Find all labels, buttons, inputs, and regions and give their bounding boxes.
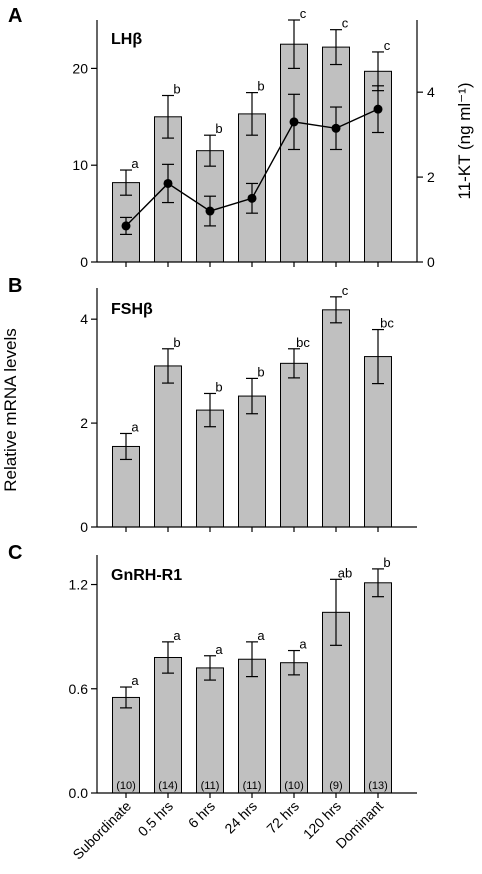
significance-label-4: bc [296, 335, 310, 350]
significance-label-3: b [257, 364, 264, 379]
category-label-4: 72 hrs [263, 798, 302, 837]
significance-label-6: b [383, 555, 390, 570]
significance-label-3: b [257, 79, 264, 94]
secondary-y-tick-label-2: 4 [427, 84, 435, 100]
significance-label-5: ab [338, 565, 352, 580]
bar-3 [238, 658, 266, 794]
y-tick-label-1: 2 [80, 415, 88, 431]
sample-size-label-1: (14) [158, 780, 178, 792]
bar-5 [322, 46, 350, 263]
significance-label-1: a [173, 628, 181, 643]
bar-4 [280, 662, 308, 794]
y-tick-label-0: 0.0 [69, 785, 89, 801]
kt-point-2 [205, 206, 215, 216]
bar-5 [322, 309, 350, 528]
significance-label-0: a [131, 156, 139, 171]
significance-label-0: a [131, 419, 139, 434]
bar-2 [196, 667, 224, 794]
panel-letter: C [8, 542, 22, 564]
significance-label-1: b [173, 335, 180, 350]
sample-size-label-5: (9) [329, 780, 342, 792]
category-label-1: 0.5 hrs [135, 798, 177, 840]
bar-6 [364, 356, 392, 528]
kt-point-6 [373, 104, 383, 114]
significance-label-2: b [215, 379, 222, 394]
kt-point-3 [247, 193, 257, 203]
bar-0 [112, 696, 140, 794]
y-tick-label-1: 0.6 [69, 681, 89, 697]
significance-label-0: a [131, 673, 139, 688]
sample-size-label-4: (10) [284, 780, 304, 792]
panel-b: a b b b bc c bc 0 2 4 B FSHβ [8, 275, 417, 535]
significance-label-6: bc [380, 316, 394, 331]
secondary-y-tick-label-1: 2 [427, 169, 435, 185]
secondary-y-axis-title: 11-KT (ng ml⁻¹) [455, 83, 474, 200]
bar-4 [280, 43, 308, 263]
secondary-y-tick-label-0: 0 [427, 254, 435, 270]
bar-1 [154, 656, 182, 794]
panel-title: GnRH-R1 [111, 567, 182, 584]
significance-label-4: c [300, 6, 307, 21]
y-tick-label-0: 0 [80, 254, 88, 270]
kt-point-4 [289, 117, 299, 127]
sample-size-label-2: (11) [201, 780, 220, 792]
y-tick-label-2: 20 [72, 60, 88, 76]
significance-label-2: b [215, 121, 222, 136]
kt-point-0 [121, 221, 131, 231]
significance-label-1: b [173, 82, 180, 97]
significance-label-5: c [342, 283, 349, 298]
y-tick-label-2: 1.2 [69, 577, 89, 593]
panel-a: a b b b c c c 0 10 20 A LHβ 0 2 4 11-KT (ng ml⁻¹) [8, 5, 474, 270]
bar-6 [364, 582, 392, 794]
y-tick-label-1: 10 [72, 157, 88, 173]
panel-letter: B [8, 275, 22, 297]
significance-label-4: a [299, 637, 307, 652]
kt-point-5 [331, 123, 341, 133]
kt-point-1 [163, 178, 173, 188]
significance-label-6: c [384, 38, 391, 53]
bar-3 [238, 395, 266, 528]
significance-label-5: c [342, 16, 349, 31]
category-label-2: 6 hrs [185, 798, 218, 831]
significance-label-3: a [257, 628, 265, 643]
bar-1 [154, 365, 182, 528]
panel-letter: A [8, 5, 22, 27]
bar-2 [196, 409, 224, 528]
panel-title: FSHβ [111, 301, 153, 318]
sample-size-label-6: (13) [368, 780, 388, 792]
y-tick-label-2: 4 [80, 311, 88, 327]
sample-size-label-3: (11) [243, 780, 262, 792]
y-tick-label-0: 0 [80, 519, 88, 535]
bar-4 [280, 362, 308, 528]
category-label-3: 24 hrs [221, 798, 260, 837]
y-axis-title: Relative mRNA levels [1, 328, 20, 491]
significance-label-2: a [215, 642, 223, 657]
sample-size-label-0: (10) [116, 780, 136, 792]
panel-title: LHβ [111, 31, 142, 48]
panel-c: a (10) a (14) a (11) a (11) a (10) ab (9) b (13) 0.0 0.… [8, 542, 417, 801]
category-label-0: Subordinate [69, 798, 134, 863]
